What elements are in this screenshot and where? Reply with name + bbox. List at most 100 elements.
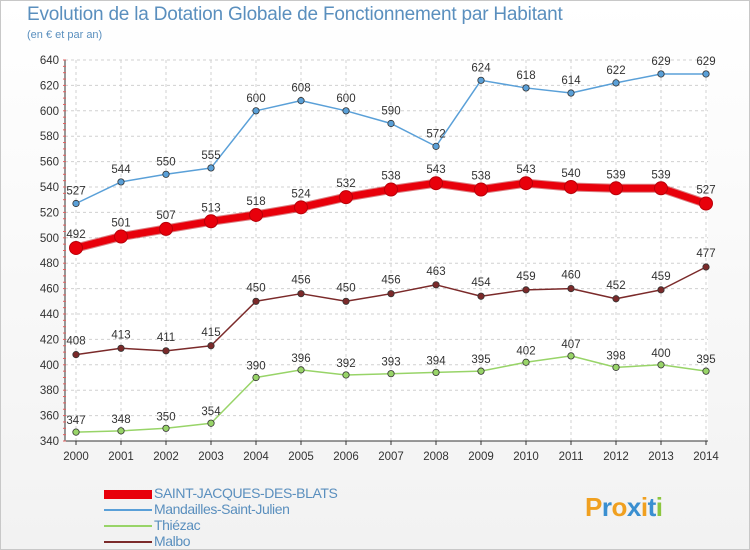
legend-label: SAINT-JACQUES-DES-BLATS (154, 485, 338, 501)
data-point (387, 370, 395, 378)
data-point (657, 286, 665, 294)
data-label: 629 (651, 56, 670, 68)
data-label: 622 (606, 65, 625, 77)
chart-subtitle: (en € et par an) (27, 29, 103, 41)
data-label: 527 (66, 186, 85, 198)
data-point (117, 427, 125, 435)
x-tick-label: 2012 (603, 451, 629, 463)
legend-label: Thiézac (154, 517, 201, 533)
data-label: 513 (201, 202, 220, 214)
data-label: 538 (381, 171, 400, 183)
x-tick-label: 2003 (198, 451, 224, 463)
y-tick-label: 340 (40, 436, 59, 448)
x-tick-label: 2014 (693, 451, 719, 463)
data-point (162, 424, 170, 432)
data-point (294, 200, 308, 215)
y-tick-label: 560 (40, 157, 59, 169)
data-label: 347 (66, 415, 85, 427)
data-label: 459 (516, 271, 535, 283)
data-point (72, 199, 80, 208)
chart-title: Evolution de la Dotation Globale de Fonc… (27, 4, 563, 25)
data-point (702, 367, 710, 375)
data-point (609, 181, 623, 196)
y-tick-label: 640 (40, 55, 59, 67)
data-label: 456 (291, 275, 310, 287)
data-point (519, 176, 533, 191)
data-label: 600 (336, 93, 355, 105)
data-label: 408 (66, 336, 85, 348)
data-point (207, 419, 215, 427)
data-label: 540 (561, 168, 580, 180)
data-label: 413 (111, 329, 130, 341)
data-label: 518 (246, 196, 265, 208)
data-label: 600 (246, 93, 265, 105)
y-tick-label: 520 (40, 207, 59, 219)
y-tick-label: 580 (40, 131, 59, 143)
logo-letter: i (640, 492, 648, 522)
data-label: 398 (606, 350, 625, 362)
data-label: 544 (111, 164, 131, 176)
x-tick-label: 2013 (648, 451, 674, 463)
data-point (657, 70, 665, 78)
y-tick-label: 600 (40, 106, 59, 118)
data-point (522, 286, 530, 294)
data-point (207, 164, 215, 172)
data-point (297, 366, 305, 374)
data-label: 477 (696, 248, 715, 260)
logo-letter: t (647, 492, 657, 522)
data-label: 450 (246, 282, 265, 294)
data-label: 524 (291, 188, 311, 200)
data-label: 550 (156, 156, 175, 168)
data-point (249, 207, 263, 222)
data-label: 395 (471, 354, 490, 366)
data-point (339, 190, 353, 205)
data-point (477, 76, 485, 84)
logo-letter: x (626, 492, 641, 522)
data-point (384, 182, 398, 197)
data-label: 450 (336, 282, 355, 294)
x-tick-label: 2007 (378, 451, 404, 463)
x-tick-label: 2004 (243, 451, 269, 463)
y-tick-label: 360 (40, 411, 59, 423)
legend-label: Malbo (154, 533, 191, 549)
data-label: 614 (561, 75, 581, 87)
data-label: 543 (516, 164, 535, 176)
data-label: 393 (381, 357, 400, 369)
data-label: 407 (561, 339, 580, 351)
x-tick-label: 2002 (153, 451, 179, 463)
plot-area (65, 60, 708, 441)
data-point (432, 142, 440, 150)
data-point (117, 344, 125, 352)
data-point (432, 281, 440, 289)
data-point (522, 358, 530, 366)
data-label: 539 (651, 169, 670, 181)
y-tick-label: 380 (40, 385, 59, 397)
data-label: 532 (336, 178, 355, 190)
legend-swatch (104, 490, 152, 499)
y-tick-label: 620 (40, 80, 59, 92)
data-point (162, 170, 170, 178)
data-label: 527 (696, 185, 715, 197)
data-point (567, 89, 575, 97)
data-label: 392 (336, 358, 355, 370)
data-label: 624 (471, 62, 491, 74)
data-point (342, 107, 350, 115)
data-point (162, 347, 170, 355)
data-label: 394 (426, 355, 446, 367)
data-label: 454 (471, 277, 491, 289)
data-label: 459 (651, 271, 670, 283)
data-point (657, 361, 665, 369)
data-label: 396 (291, 353, 310, 365)
legend-swatch (104, 509, 152, 511)
x-tick-label: 2005 (288, 451, 314, 463)
data-point (702, 70, 710, 78)
x-tick-label: 2000 (63, 451, 89, 463)
data-label: 629 (696, 56, 715, 68)
data-point (699, 196, 713, 211)
data-point (252, 107, 260, 115)
data-label: 501 (111, 218, 130, 230)
data-point (252, 297, 260, 305)
data-point (69, 240, 83, 255)
data-point (702, 263, 710, 271)
